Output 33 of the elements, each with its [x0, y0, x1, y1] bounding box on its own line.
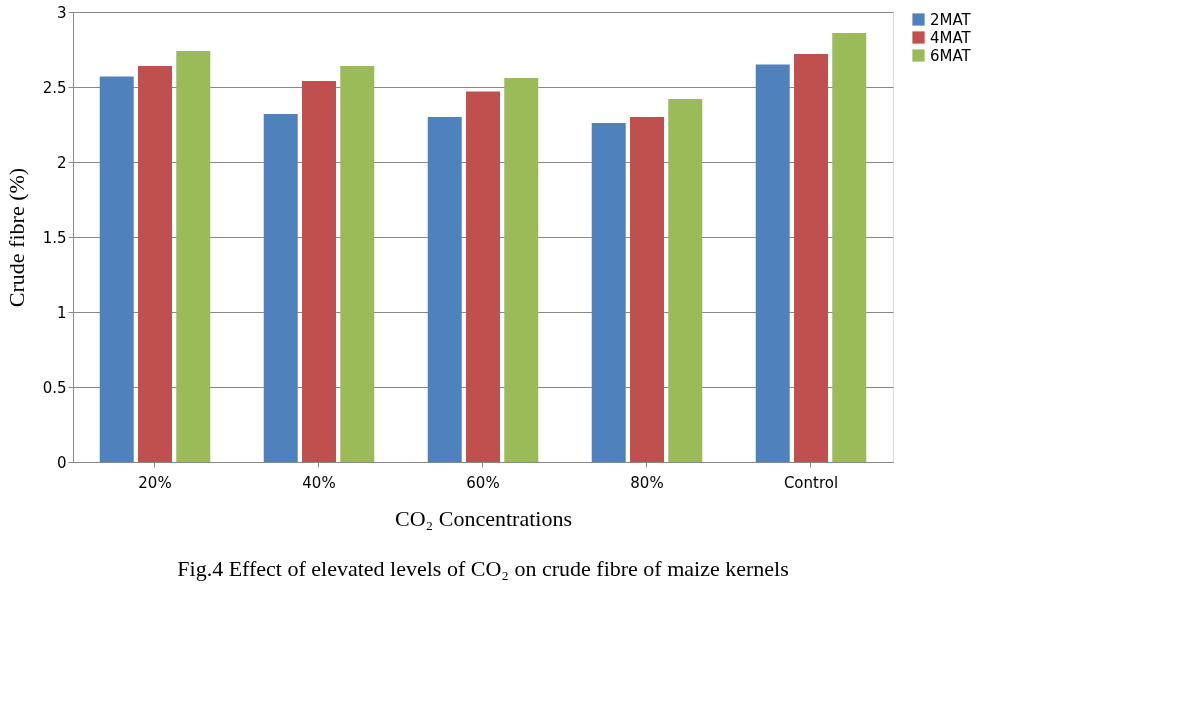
y-axis-title: Crude fibre (%) [3, 167, 29, 308]
bar [504, 78, 539, 462]
y-tick-label: 3 [56, 3, 67, 22]
bar [466, 91, 500, 462]
bar [630, 117, 664, 462]
legend-label: 6MAT [930, 46, 972, 65]
bar [138, 66, 172, 462]
x-tick-label: 20% [138, 473, 172, 492]
bar [302, 81, 336, 462]
bar [832, 33, 867, 462]
bar [99, 76, 134, 462]
x-tick-label: 40% [302, 473, 336, 492]
bar [427, 117, 462, 462]
bar [794, 54, 828, 462]
y-tick-label: 0 [56, 453, 67, 472]
bar [176, 51, 211, 462]
x-tick-label: 80% [630, 473, 664, 492]
legend-label: 4MAT [930, 28, 972, 47]
bar [263, 114, 298, 462]
bar [668, 99, 703, 462]
x-axis-title: CO₂ Concentrations [395, 505, 572, 531]
text: Fig.4 Effect of elevated levels of CO₂ on crude fibre of maize kernels [177, 556, 789, 581]
y-tick-label: 1.5 [42, 228, 67, 247]
y-tick-label: 0.5 [42, 378, 67, 397]
y-tick-label: 1 [56, 303, 67, 322]
bar [755, 64, 790, 462]
bar [591, 123, 626, 462]
legend-label: 2MAT [930, 10, 972, 29]
y-tick-label: 2 [56, 153, 67, 172]
x-tick-label: Control [783, 473, 839, 492]
y-tick-label: 2.5 [42, 78, 67, 97]
bar [340, 66, 375, 462]
x-tick-label: 60% [466, 473, 500, 492]
